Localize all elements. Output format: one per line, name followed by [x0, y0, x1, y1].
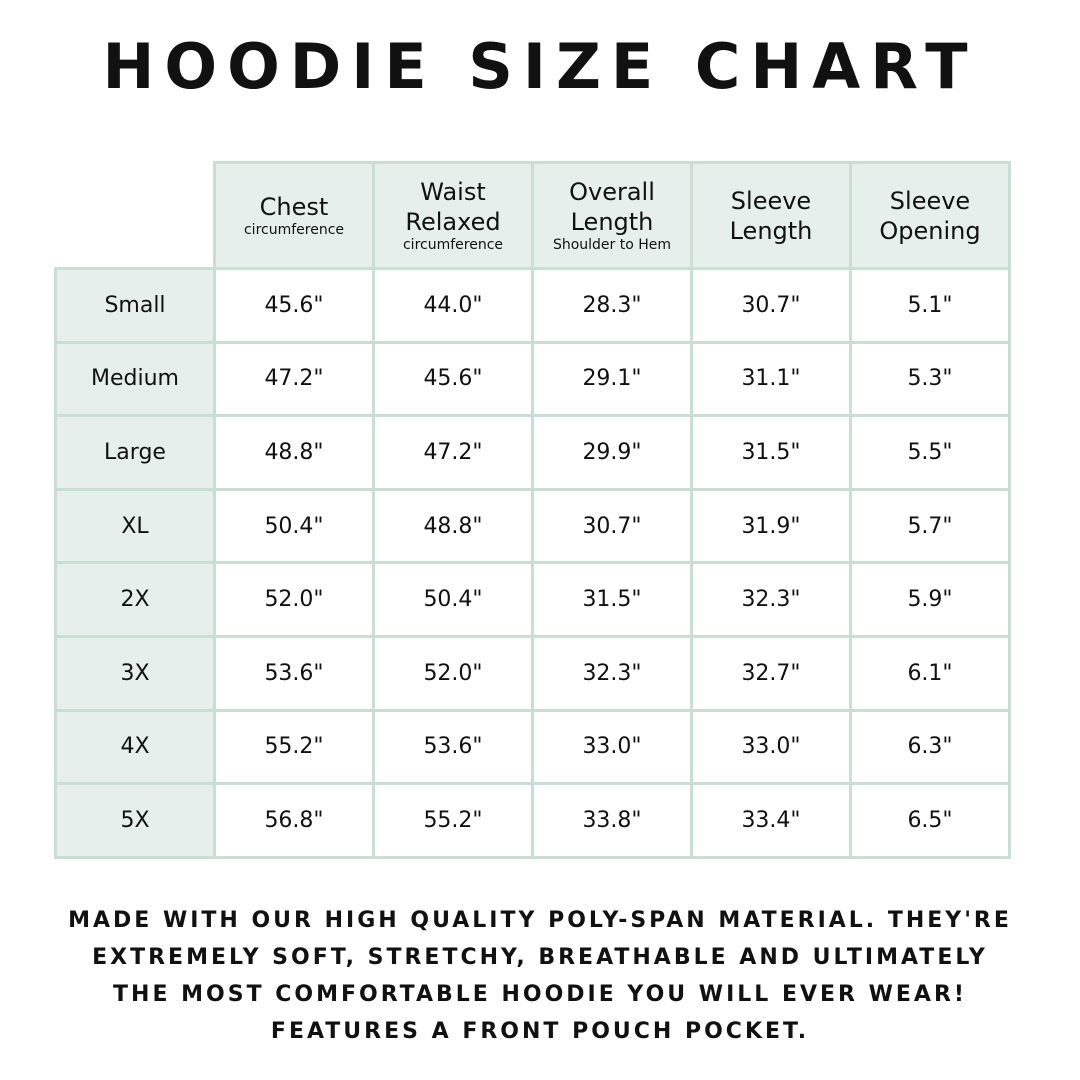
measurement-cell: 53.6": [213, 634, 375, 712]
measurement-cell: 55.2": [372, 782, 534, 859]
column-header: Overall Length Shoulder to Hem: [531, 161, 693, 270]
measurement-cell: 32.3": [531, 634, 693, 712]
measurement-cell: 50.4": [213, 487, 375, 565]
description-line: the most comfortable hoodie you will eve…: [113, 982, 967, 1007]
header-row: Chest circumference Waist Relaxed circumfe…: [55, 161, 1011, 270]
measurement-cell: 47.2": [372, 414, 534, 491]
size-label: Large: [54, 414, 216, 491]
measurement-cell: 48.8": [372, 487, 534, 565]
table-row: 4X 55.2" 53.6" 33.0" 33.0" 6.3": [54, 708, 1011, 786]
measurement-cell: 6.1": [849, 634, 1011, 712]
measurement-cell: 6.5": [849, 782, 1011, 859]
measurement-cell: 31.5": [690, 414, 852, 491]
size-label: 3X: [54, 634, 216, 712]
size-label: 5X: [54, 782, 216, 859]
description-line: extremely soft, stretchy, breathable and…: [92, 945, 988, 970]
column-label: Overall Length: [569, 178, 655, 237]
measurement-cell: 31.1": [690, 340, 852, 418]
measurement-cell: 48.8": [213, 414, 375, 491]
table-row: Medium 47.2" 45.6" 29.1" 31.1" 5.3": [54, 340, 1011, 418]
measurement-cell: 29.9": [531, 414, 693, 491]
measurement-cell: 50.4": [372, 561, 534, 638]
table-row: XL 50.4" 48.8" 30.7" 31.9" 5.7": [54, 487, 1011, 565]
measurement-cell: 33.8": [531, 782, 693, 859]
measurement-cell: 33.0": [690, 708, 852, 786]
measurement-cell: 30.7": [690, 267, 852, 344]
column-header: Sleeve Opening: [849, 161, 1011, 270]
measurement-cell: 52.0": [213, 561, 375, 638]
measurement-cell: 52.0": [372, 634, 534, 712]
column-label: Sleeve Length: [729, 186, 813, 245]
measurement-cell: 32.3": [690, 561, 852, 638]
size-label: Medium: [54, 340, 216, 418]
column-label: Waist Relaxed: [405, 178, 501, 237]
measurement-cell: 5.9": [849, 561, 1011, 638]
measurement-cell: 33.0": [531, 708, 693, 786]
measurement-cell: 28.3": [531, 267, 693, 344]
size-label: 2X: [54, 561, 216, 638]
column-header: Sleeve Length: [690, 161, 852, 270]
measurement-cell: 5.5": [849, 414, 1011, 491]
measurement-cell: 31.9": [690, 487, 852, 565]
measurement-cell: 44.0": [372, 267, 534, 344]
description-line: Made with our high quality poly-span mat…: [68, 908, 1012, 933]
measurement-cell: 53.6": [372, 708, 534, 786]
description-text: Made with our high quality poly-span mat…: [0, 902, 1080, 1050]
page-title: HOODIE SIZE CHART: [102, 30, 978, 103]
measurement-cell: 32.7": [690, 634, 852, 712]
column-header: Chest circumference: [213, 161, 375, 270]
size-label: XL: [54, 487, 216, 565]
measurement-cell: 31.5": [531, 561, 693, 638]
column-label: Sleeve Opening: [879, 186, 981, 245]
table-row: 5X 56.8" 55.2" 33.8" 33.4" 6.5": [54, 782, 1011, 859]
size-label: Small: [54, 267, 216, 344]
measurement-cell: 30.7": [531, 487, 693, 565]
column-sublabel: circumference: [402, 237, 504, 254]
measurement-cell: 45.6": [372, 340, 534, 418]
size-label: 4X: [54, 708, 216, 786]
column-sublabel: Shoulder to Hem: [552, 237, 672, 254]
measurement-cell: 33.4": [690, 782, 852, 859]
table-row: 3X 53.6" 52.0" 32.3" 32.7" 6.1": [54, 634, 1011, 712]
measurement-cell: 5.7": [849, 487, 1011, 565]
measurement-cell: 6.3": [849, 708, 1011, 786]
table-row: Small 45.6" 44.0" 28.3" 30.7" 5.1": [54, 267, 1011, 344]
measurement-cell: 5.1": [849, 267, 1011, 344]
measurement-cell: 56.8": [213, 782, 375, 859]
description-line: Features a front pouch pocket.: [270, 1019, 810, 1044]
table-row: 2X 52.0" 50.4" 31.5" 32.3" 5.9": [54, 561, 1011, 638]
column-label: Chest: [259, 193, 329, 222]
measurement-cell: 55.2": [213, 708, 375, 786]
measurement-cell: 47.2": [213, 340, 375, 418]
measurement-cell: 5.3": [849, 340, 1011, 418]
column-header: Waist Relaxed circumference: [372, 161, 534, 270]
column-sublabel: circumference: [243, 222, 345, 239]
corner-cell: [55, 162, 216, 270]
measurement-cell: 29.1": [531, 340, 693, 418]
size-chart-table: Chest circumference Waist Relaxed circumfe…: [54, 161, 1011, 859]
measurement-cell: 45.6": [213, 267, 375, 344]
table-row: Large 48.8" 47.2" 29.9" 31.5" 5.5": [54, 414, 1011, 491]
